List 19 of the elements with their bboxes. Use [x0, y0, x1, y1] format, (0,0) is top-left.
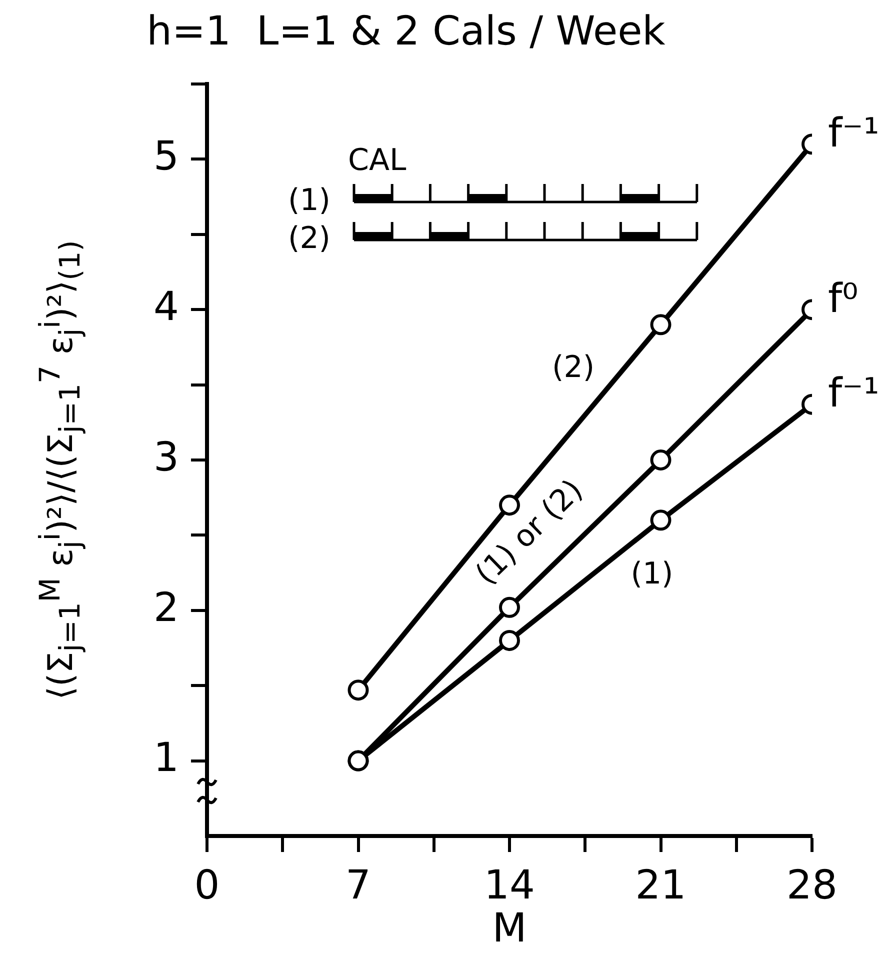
series-label: f⁻¹ [828, 370, 880, 417]
x-tick-label: 7 [346, 862, 371, 908]
y-tick-label: 5 [154, 134, 179, 180]
series-label: f⁻¹ [828, 110, 880, 157]
annotation: (1) or (2) [468, 472, 590, 592]
x-tick-label: 0 [194, 862, 220, 908]
annotation: (2) [288, 221, 330, 256]
series-label: f⁰ [828, 276, 858, 322]
y-tick-label: 3 [154, 434, 179, 480]
annotation: CAL [348, 143, 406, 178]
chart-title: h=1 L=1 & 2 Cals / Week [146, 8, 666, 54]
annotation: (1) [630, 556, 674, 592]
annotation: (1) [288, 183, 330, 218]
y-tick-label: 2 [154, 584, 179, 631]
x-tick-label: 28 [786, 862, 838, 908]
x-tick-label: 21 [635, 862, 686, 908]
y-tick-label: 4 [154, 284, 179, 330]
y-tick-label: 1 [154, 735, 179, 782]
annotation: (2) [552, 350, 595, 386]
